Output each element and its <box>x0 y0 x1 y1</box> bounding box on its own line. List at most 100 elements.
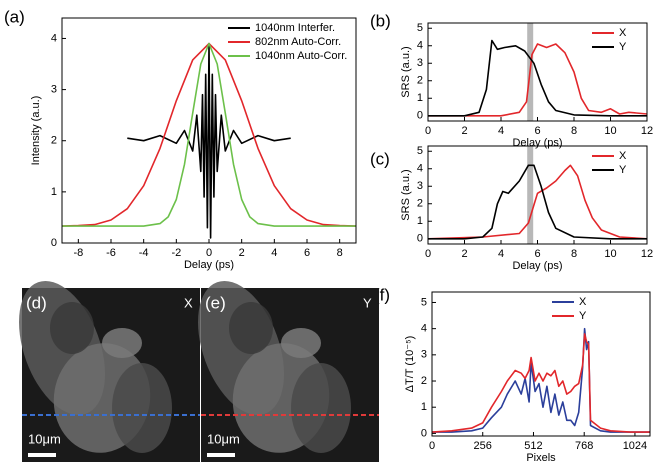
y-tick-label: 1 <box>417 215 423 227</box>
x-tick-label: 8 <box>337 247 343 259</box>
cell <box>291 363 351 453</box>
x-tick-label: 4 <box>498 125 504 137</box>
plot-frame <box>427 145 648 245</box>
plot-frame <box>61 17 357 244</box>
legend-label: Y <box>619 41 627 53</box>
highlight-band <box>527 146 534 244</box>
cell <box>102 328 142 358</box>
cell <box>281 328 321 358</box>
x-tick-label: 0 <box>206 247 212 259</box>
x-axis-label: Pixels <box>526 452 556 462</box>
x-tick-label: 0 <box>429 440 435 452</box>
x-tick-label: 6 <box>534 248 540 260</box>
series-line <box>427 164 648 240</box>
x-axis-label: Delay (ps) <box>184 259 234 271</box>
panel-label: (d) <box>26 293 47 312</box>
x-tick-label: -8 <box>73 247 83 259</box>
scale-label: 10μm <box>28 431 61 446</box>
x-tick-label: 0 <box>425 248 431 260</box>
panel-label: (e) <box>205 293 226 312</box>
panel-label: (b) <box>370 11 391 30</box>
series-line <box>428 43 648 117</box>
y-tick-label: 1 <box>51 186 57 198</box>
y-axis-label: Intensity (a.u.) <box>30 96 42 166</box>
x-tick-label: 512 <box>524 440 542 452</box>
legend-label: 1040nm Auto-Corr. <box>255 50 347 62</box>
channel-label: X <box>184 295 193 310</box>
x-tick-label: -6 <box>106 247 116 259</box>
x-tick-label: -4 <box>139 247 149 259</box>
y-tick-label: 4 <box>417 163 423 175</box>
x-tick-label: -2 <box>171 247 181 259</box>
x-tick-label: 10 <box>604 125 616 137</box>
y-tick-label: 0 <box>51 237 57 249</box>
cell <box>50 302 94 354</box>
plot-frame <box>431 291 651 437</box>
y-tick-label: 0 <box>417 110 423 122</box>
x-tick-label: 6 <box>534 125 540 137</box>
y-tick-label: 5 <box>417 22 423 34</box>
y-tick-label: 0 <box>421 427 427 439</box>
y-tick-label: 1 <box>421 401 427 413</box>
scale-label: 10μm <box>207 431 240 446</box>
x-tick-label: 2 <box>461 248 467 260</box>
channel-label: Y <box>363 295 372 310</box>
cell <box>229 302 273 354</box>
series-line <box>127 42 291 239</box>
x-tick-label: 1024 <box>623 440 647 452</box>
x-axis-label: Delay (ps) <box>512 137 562 149</box>
y-tick-label: 4 <box>421 323 427 335</box>
y-tick-label: 4 <box>417 40 423 52</box>
y-tick-label: 3 <box>417 180 423 192</box>
y-tick-label: 3 <box>417 57 423 69</box>
x-axis-label: Delay (ps) <box>512 260 562 272</box>
x-tick-label: 0 <box>425 125 431 137</box>
y-tick-label: 5 <box>417 145 423 157</box>
x-tick-label: 8 <box>571 248 577 260</box>
x-tick-label: 2 <box>239 247 245 259</box>
x-tick-label: 4 <box>498 248 504 260</box>
x-tick-label: 12 <box>641 248 653 260</box>
image-panel: 10μm (d) X <box>19 280 200 462</box>
x-tick-label: 4 <box>271 247 277 259</box>
x-tick-label: 256 <box>474 440 492 452</box>
y-tick-label: 2 <box>417 198 423 210</box>
y-tick-label: 1 <box>417 92 423 104</box>
legend-label: 1040nm Interfer. <box>255 22 335 34</box>
y-tick-label: 2 <box>417 75 423 87</box>
panel-label: (c) <box>370 149 390 168</box>
legend-label: X <box>619 150 627 162</box>
scale-bar <box>28 453 56 457</box>
x-tick-label: 2 <box>461 125 467 137</box>
y-axis-label: SRS (a.u.) <box>400 169 412 220</box>
y-tick-label: 3 <box>421 349 427 361</box>
x-tick-label: 768 <box>575 440 593 452</box>
legend-label: X <box>619 27 627 39</box>
y-tick-label: 3 <box>51 83 57 95</box>
y-tick-label: 0 <box>417 233 423 245</box>
panel-label: (a) <box>4 7 25 26</box>
y-tick-label: 2 <box>51 135 57 147</box>
scale-bar <box>207 453 235 457</box>
legend-label: 802nm Auto-Corr. <box>255 36 341 48</box>
x-tick-label: 12 <box>641 125 653 137</box>
series-line <box>62 42 356 227</box>
legend-label: Y <box>619 164 627 176</box>
plot-frame <box>427 22 648 122</box>
series-line <box>428 39 647 117</box>
y-tick-label: 5 <box>421 296 427 308</box>
series-line <box>428 164 647 240</box>
y-axis-label: ΔT/T (10⁻⁵) <box>404 336 416 393</box>
x-tick-label: 6 <box>304 247 310 259</box>
series-line <box>431 333 650 433</box>
y-axis-label: SRS (a.u.) <box>400 46 412 97</box>
cell <box>112 363 172 453</box>
legend-label: Y <box>579 310 587 322</box>
x-tick-label: 8 <box>571 125 577 137</box>
legend-label: X <box>579 296 587 308</box>
y-tick-label: 2 <box>421 375 427 387</box>
y-tick-label: 4 <box>51 32 57 44</box>
image-panel: 10μm (e) Y <box>198 280 379 462</box>
series-line <box>432 327 650 433</box>
